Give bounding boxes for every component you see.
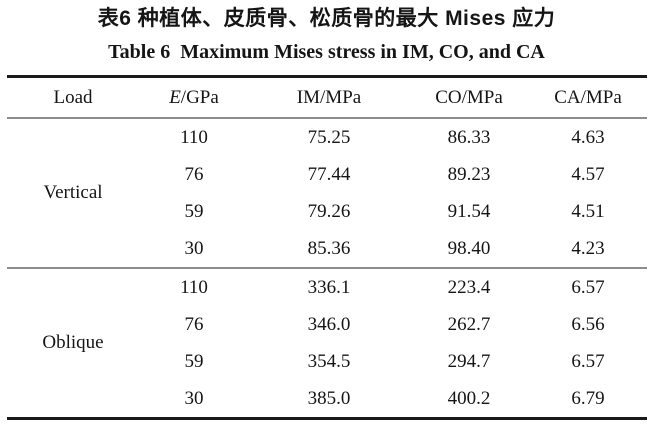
table-row: 30 85.36 98.40 4.23 [7,230,647,268]
table-cell: 98.40 [447,237,491,259]
table-row: 76 346.0 262.7 6.56 [7,306,647,343]
table-row: 59 79.26 91.54 4.51 [7,193,647,230]
table-cell: 4.57 [571,163,605,185]
table-row: Vertical 110 75.25 86.33 4.63 [7,118,647,204]
table-cell: 30 [184,237,204,259]
table-cell: 354.5 [307,350,351,372]
mises-stress-table: Load E/GPa IM/MPa CO/MPa CA/MPa Vertical… [7,75,647,420]
table-cell: 294.7 [447,350,491,372]
table-row: 76 77.44 89.23 4.57 [7,156,647,193]
table-cell: 6.79 [571,387,605,409]
table-cell: 85.36 [307,237,351,259]
table-cell: 59 [184,350,204,372]
table-cell: 6.56 [571,313,605,335]
table-cell: 346.0 [307,313,351,335]
e-modulus-unit: /GPa [180,86,219,108]
table-cell: 91.54 [447,200,491,222]
load-group-label-oblique: Oblique [42,332,104,353]
table-cell: 262.7 [447,313,491,335]
table-cell: 76 [184,163,204,185]
col-header-ca-mpa: CA/MPa [554,86,622,108]
table-cell: 4.23 [571,237,605,259]
table-row: Oblique 110 336.1 223.4 6.57 [7,268,647,354]
table-cell: 385.0 [307,387,351,409]
table-cell: 110 [180,276,208,298]
table-cell: 79.26 [307,200,351,222]
col-header-e-gpa: E/GPa [139,77,249,119]
col-header-im-mpa: IM/MPa [296,86,362,108]
table-cell: 76 [184,313,204,335]
table-cell: 4.63 [571,126,605,148]
table-cell: 89.23 [447,163,491,185]
header-row: Load E/GPa IM/MPa CO/MPa CA/MPa [7,77,647,119]
table-cell: 86.33 [447,126,491,148]
e-modulus-symbol: E [169,86,181,108]
col-header-co-mpa: CO/MPa [435,86,503,108]
table-cell: 6.57 [571,350,605,372]
table-cell: 4.51 [571,200,605,222]
table-cell: 30 [184,387,204,409]
table-cell: 6.57 [571,276,605,298]
table-cell: 59 [184,200,204,222]
table-cell: 400.2 [447,387,491,409]
table-title-chinese: 表6 种植体、皮质骨、松质骨的最大 Mises 应力 [97,7,556,30]
table-cell: 77.44 [307,163,351,185]
load-group-label-vertical: Vertical [43,182,103,203]
table-row: 30 385.0 400.2 6.79 [7,380,647,419]
col-header-load: Load [53,86,93,108]
table-cell: 75.25 [307,126,351,148]
table-row: 59 354.5 294.7 6.57 [7,343,647,380]
table-cell: 336.1 [307,276,351,298]
table-title-english: Table 6 Maximum Mises stress in IM, CO, … [108,41,545,63]
table-cell: 223.4 [447,276,491,298]
table-cell: 110 [180,126,208,148]
